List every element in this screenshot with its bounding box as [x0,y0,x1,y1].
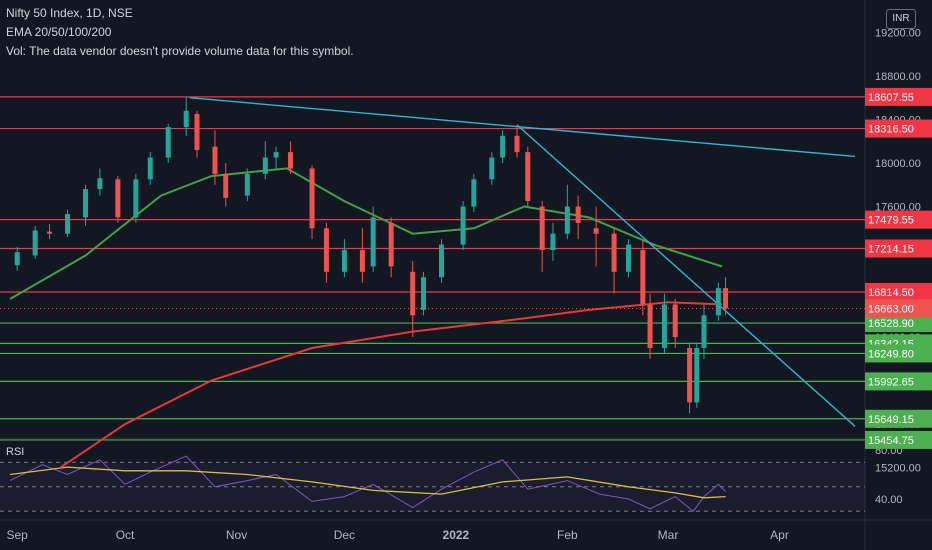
ema-line-red [59,301,723,469]
candle-body [14,252,20,266]
price-tick-label: 15200.00 [875,463,921,475]
candle-body [115,179,121,218]
level-label: 18607.55 [868,92,914,104]
candle-body [500,135,506,158]
candle-body [83,189,89,218]
level-label-box [865,210,932,229]
candle-body [694,347,700,403]
price-tick-label: 17600.00 [875,202,921,214]
candle-body [514,135,520,153]
level-label: 15454.75 [868,435,914,447]
rsi-label: RSI [6,446,24,458]
last-price-label: 16663.00 [868,303,914,315]
candle-body [421,277,427,310]
candle-body [723,288,729,309]
candle-body [593,228,599,234]
candle-body [489,157,495,180]
candle-body [262,157,268,174]
candle-body [97,178,103,190]
candle-body [701,315,707,348]
level-label-box [865,282,932,301]
ema-line: EMA 20/50/100/200 [6,25,112,39]
rsi-ma-line [9,466,726,499]
candle-body [661,304,667,348]
candle-body [341,250,347,272]
time-axis-label: Feb [557,528,578,542]
level-label-box [865,314,932,333]
level-label: 16814.50 [868,287,914,299]
candle-body [611,233,617,272]
trendline [516,124,856,427]
candle-body [183,110,189,128]
vol-line: Vol: The data vendor doesn't provide vol… [6,44,354,58]
candle-body [165,127,171,158]
time-axis-label: Apr [770,528,789,542]
candle-body [564,206,570,234]
candle-body [550,233,556,251]
level-label: 17214.15 [868,244,914,256]
candle-body [32,230,38,256]
rsi-line [9,455,726,513]
last-price-box [865,299,932,318]
level-label-box [865,87,932,106]
level-label-box [865,430,932,449]
time-axis-label: 2022 [443,528,470,542]
rsi-tick-label: 40.00 [875,494,903,506]
time-axis-label: Dec [334,528,355,542]
candle-body [471,179,477,207]
candle-body [65,214,71,234]
candle-body [715,288,721,316]
level-label: 16249.80 [868,348,914,360]
candle-body [309,168,315,229]
candle-body [460,206,466,245]
level-label: 17479.55 [868,215,914,227]
level-label-box [865,119,932,138]
candle-body [438,244,444,278]
level-label-box [865,409,932,428]
candle-body [672,304,678,338]
time-axis-label: Sep [7,528,29,542]
candle-body [410,271,416,316]
candle-body [647,304,653,348]
candle-body [359,250,365,272]
level-label-box [865,344,932,363]
candle-body [273,152,279,158]
candle-body [323,228,329,272]
price-tick-label: 18800.00 [875,71,921,83]
candle-body [147,157,153,180]
currency-button[interactable]: INR [886,9,916,29]
candle-body [244,173,250,196]
time-axis-label: Oct [116,528,135,542]
candle-body [194,114,200,150]
candle-body [525,152,531,202]
level-label: 18316.50 [868,124,914,136]
price-tick-label: 18000.00 [875,158,921,170]
candle-body [625,244,631,272]
level-label-box [865,239,932,258]
candle-body [687,347,693,403]
candle-body [640,250,646,305]
time-axis-label: Nov [226,528,247,542]
candle-body [287,152,293,169]
candle-body [388,222,394,267]
level-label: 16528.90 [868,318,914,330]
symbol-line: Nifty 50 Index, 1D, NSE [6,6,133,20]
ema-line-green [9,167,723,300]
level-label: 15649.15 [868,414,914,426]
level-label-box [865,372,932,391]
candle-body [212,146,218,174]
time-axis-label: Mar [658,528,679,542]
candle-body [47,231,53,234]
candle-body [539,206,545,251]
candle-body [575,206,581,223]
candle-body [133,179,139,218]
trendline [189,97,856,158]
price-tick-label: 19200.00 [875,27,921,39]
level-label: 15992.65 [868,376,914,388]
candle-body [370,217,376,267]
candle-body [223,173,229,198]
